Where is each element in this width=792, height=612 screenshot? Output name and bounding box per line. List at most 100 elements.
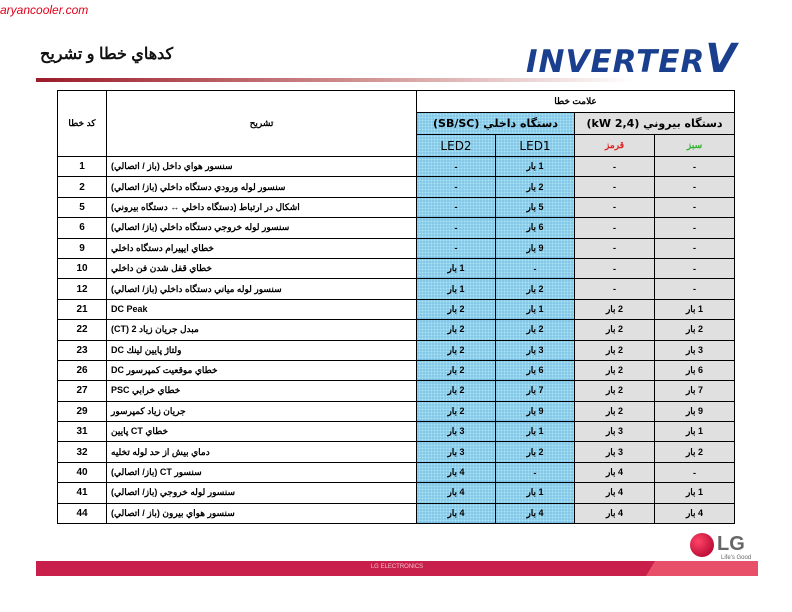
header-code: كد خطا — [57, 90, 107, 157]
cell-led2: 2 بار — [416, 380, 496, 402]
cell-led2: 2 بار — [416, 400, 496, 423]
error-code: 31 — [57, 421, 107, 443]
table-row: 29 جريان زياد كمپرسور 2 بار 9 بار 2 بار 9 بار — [57, 400, 736, 423]
cell-led2: 2 بار — [416, 319, 496, 341]
cell-red: - — [574, 257, 655, 280]
cell-green: 9 بار — [653, 400, 736, 423]
table-row: 22 مبدل جريان زياد 2 (CT) 2 بار 2 بار 2 بار 2… — [57, 319, 736, 341]
header-led2: LED2 — [416, 134, 496, 157]
error-code: 12 — [57, 278, 107, 300]
table-row: 2 سنسور لوله ورودي دستگاه داخلي (باز/ اتص… — [57, 176, 736, 198]
cell-green: 1 بار — [653, 482, 736, 504]
error-description: خطاي خرابي PSC — [106, 380, 417, 402]
inverter-v-logo: INVERTERV — [526, 36, 738, 82]
cell-green: - — [653, 257, 736, 280]
cell-led1: - — [495, 461, 575, 484]
error-code: 21 — [57, 298, 107, 321]
cell-led2: 3 بار — [416, 441, 496, 463]
lg-logo: LG Life's Good — [690, 530, 760, 565]
table-row: 23 ولتاژ پايين لينك DC 2 بار 3 بار 2 بار 3 با… — [57, 339, 736, 361]
table-row: 12 سنسور لوله مياني دستگاه داخلي (باز/ ات… — [57, 278, 736, 300]
cell-green: - — [653, 461, 736, 484]
cell-led1: 2 بار — [495, 278, 575, 300]
error-code: 32 — [57, 441, 107, 463]
error-description: سنسور لوله خروجي دستگاه داخلي (باز/ اتصا… — [106, 217, 417, 239]
cell-led1: 2 بار — [495, 176, 575, 198]
cell-red: 2 بار — [574, 319, 655, 341]
table-row: 21 DC Peak 2 بار 1 بار 2 بار 1 بار — [57, 298, 736, 321]
header-divider — [36, 78, 636, 82]
cell-led2: 4 بار — [416, 461, 496, 484]
cell-green: 7 بار — [653, 380, 736, 402]
cell-led1: - — [495, 257, 575, 280]
cell-red: - — [574, 237, 655, 259]
watermark: aryancooler.com — [0, 3, 89, 17]
cell-red: - — [574, 217, 655, 239]
cell-red: - — [574, 155, 655, 178]
cell-red: - — [574, 176, 655, 198]
cell-led1: 1 بار — [495, 482, 575, 504]
cell-red: 4 بار — [574, 461, 655, 484]
error-code: 22 — [57, 319, 107, 341]
cell-led2: - — [416, 237, 496, 259]
cell-led1: 4 بار — [495, 502, 575, 525]
cell-red: 2 بار — [574, 380, 655, 402]
table-row: 41 سنسور لوله خروجي (باز/ اتصالي) 4 بار 1 ب… — [57, 482, 736, 504]
cell-led2: 2 بار — [416, 339, 496, 361]
error-code: 41 — [57, 482, 107, 504]
error-description: DC Peak — [106, 298, 417, 321]
cell-led1: 2 بار — [495, 441, 575, 463]
table-row: 31 خطاي CT پايين 3 بار 1 بار 3 بار 1 بار — [57, 421, 736, 443]
cell-green: - — [653, 155, 736, 178]
header-error-signal: علامت خطا — [415, 90, 736, 113]
error-code: 1 — [57, 155, 107, 178]
error-code: 10 — [57, 257, 107, 280]
cell-green: 4 بار — [653, 502, 736, 525]
error-description: ولتاژ پايين لينك DC — [106, 339, 417, 361]
header-led1: LED1 — [495, 134, 575, 157]
footer-text: LG ELECTRONICS — [370, 564, 424, 570]
cell-green: 6 بار — [653, 359, 736, 382]
cell-led2: - — [416, 155, 496, 178]
error-code: 29 — [57, 400, 107, 423]
header-description: تشريح — [106, 90, 417, 157]
cell-red: 4 بار — [574, 482, 655, 504]
error-description: جريان زياد كمپرسور — [106, 400, 417, 423]
cell-led2: - — [416, 176, 496, 198]
table-row: 1 سنسور هواي داخل (باز / اتصالي) -1 بار - - — [57, 155, 736, 178]
error-code-table: كد خطا تشريح علامت خطا دستگاه داخلي (SB/… — [57, 90, 736, 525]
error-description: سنسور لوله مياني دستگاه داخلي (باز/ اتصا… — [106, 278, 417, 300]
cell-led1: 9 بار — [495, 400, 575, 423]
error-code: 2 — [57, 176, 107, 198]
cell-led1: 2 بار — [495, 319, 575, 341]
header-outdoor: دستگاه بيروني (2,4 kW) — [573, 112, 736, 135]
cell-led2: - — [416, 196, 496, 219]
cell-green: 1 بار — [653, 421, 736, 443]
cell-green: 3 بار — [653, 339, 736, 361]
error-code: 40 — [57, 461, 107, 484]
cell-led2: 4 بار — [416, 482, 496, 504]
cell-led2: 1 بار — [416, 257, 496, 280]
cell-red: 2 بار — [574, 400, 655, 423]
error-description: خطاي ايپيرام دستگاه داخلي — [106, 237, 417, 259]
table-row: 6 سنسور لوله خروجي دستگاه داخلي (باز/ اتص… — [57, 217, 736, 239]
error-code: 27 — [57, 380, 107, 402]
error-code: 6 — [57, 217, 107, 239]
cell-green: 1 بار — [653, 298, 736, 321]
table-row: 40 سنسور CT (باز/ اتصالي) 4 بار -4 بار - — [57, 461, 736, 484]
table-row: 9 خطاي ايپيرام دستگاه داخلي -9 بار - - — [57, 237, 736, 259]
error-code: 9 — [57, 237, 107, 259]
cell-red: 2 بار — [574, 359, 655, 382]
error-description: سنسور هواي بيرون (باز / اتصالي) — [106, 502, 417, 525]
cell-led1: 6 بار — [495, 217, 575, 239]
cell-red: 2 بار — [574, 298, 655, 321]
error-code: 23 — [57, 339, 107, 361]
cell-red: 4 بار — [574, 502, 655, 525]
cell-green: 2 بار — [653, 441, 736, 463]
cell-led1: 7 بار — [495, 380, 575, 402]
cell-led1: 5 بار — [495, 196, 575, 219]
error-description: اشكال در ارتباط (دستگاه داخلي ↔ دستگاه ب… — [106, 196, 417, 219]
cell-led2: 3 بار — [416, 421, 496, 443]
cell-red: 3 بار — [574, 441, 655, 463]
error-description: سنسور CT (باز/ اتصالي) — [106, 461, 417, 484]
